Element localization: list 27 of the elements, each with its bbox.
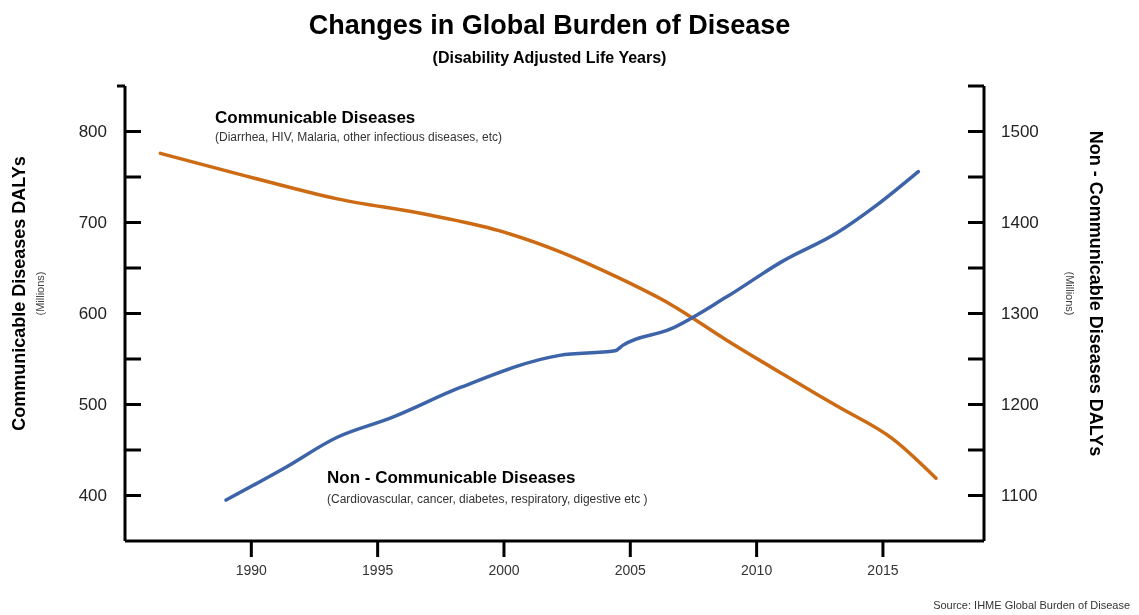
y-tick-label: 800 [78, 122, 107, 142]
y-tick-label: 400 [78, 486, 107, 506]
y2-axis-title: Non - Communicable Diseases DALYs [1086, 130, 1106, 457]
y2-tick-label: 1400 [1001, 213, 1039, 233]
source-note: Source: IHME Global Burden of Disease [933, 599, 1130, 611]
chart-subtitle: (Disability Adjusted Life Years) [432, 49, 667, 66]
x-tick-label: 2005 [614, 562, 647, 578]
y2-tick-label: 1200 [1001, 395, 1039, 415]
y2-tick-label: 1500 [1001, 122, 1039, 142]
annotation: (Diarrhea, HIV, Malaria, other infectious diseases, etc) [215, 130, 503, 144]
x-tick-label: 2000 [488, 562, 520, 578]
x-tick-label: 1995 [362, 562, 394, 578]
y2-tick-label: 1300 [1001, 304, 1039, 324]
y-tick-label: 500 [78, 395, 107, 415]
chart-title: Changes in Global Burden of Disease [308, 10, 791, 40]
annotation: (Cardiovascular, cancer, diabetes, respiratory, digestive etc ) [327, 492, 648, 506]
x-tick-label: 1990 [235, 562, 268, 578]
y2-tick-label: 1100 [1001, 486, 1038, 506]
y-axis-title: Communicable Diseases DALYs [9, 156, 29, 431]
x-tick-label: 2010 [741, 562, 773, 578]
series-label: Non - Communicable Diseases [327, 468, 576, 487]
text: (Millions) [1064, 271, 1076, 316]
text: Communicable Diseases [215, 108, 416, 127]
x-tick-label: 2015 [867, 562, 899, 578]
y-tick-label: 600 [78, 304, 107, 324]
text: (Millions) [34, 271, 46, 316]
y-tick-label: 700 [78, 213, 107, 233]
